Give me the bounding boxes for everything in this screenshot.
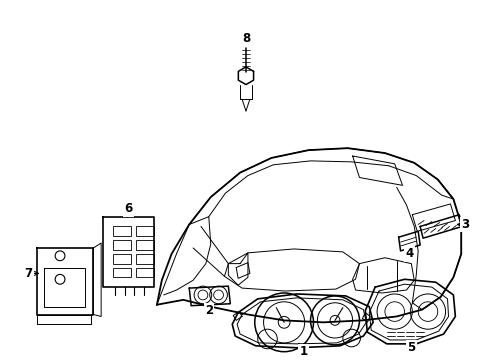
Bar: [113, 254, 130, 264]
Text: 2: 2: [204, 304, 212, 317]
Bar: [113, 240, 130, 250]
Text: 8: 8: [242, 32, 249, 45]
Text: 7: 7: [24, 267, 33, 280]
Bar: [136, 267, 154, 277]
Bar: [113, 267, 130, 277]
Text: 3: 3: [460, 218, 468, 231]
Bar: [136, 240, 154, 250]
Text: 4: 4: [405, 247, 413, 260]
Bar: [113, 226, 130, 236]
Text: 1: 1: [299, 345, 307, 358]
Text: 5: 5: [407, 341, 415, 354]
Bar: [136, 226, 154, 236]
Bar: [136, 254, 154, 264]
Text: 6: 6: [124, 202, 132, 215]
